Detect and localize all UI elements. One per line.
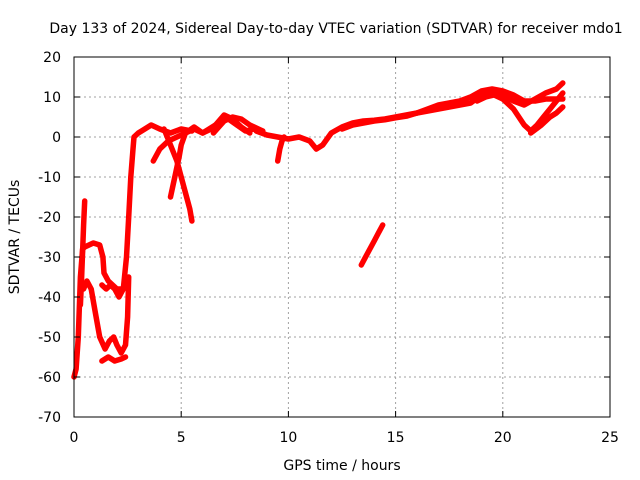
series-track-13 bbox=[274, 134, 287, 164]
y-tick-label: -50 bbox=[38, 330, 61, 346]
y-tick-label: 20 bbox=[43, 50, 61, 66]
series-track-7 bbox=[161, 126, 195, 224]
y-tick-labels: -70 -60 -50 -40 -30 -20 -10 0 10 20 bbox=[38, 50, 61, 426]
chart-title: Day 133 of 2024, Sidereal Day-to-day VTE… bbox=[49, 21, 622, 37]
y-tick-label: 10 bbox=[43, 90, 61, 106]
series-track-12 bbox=[474, 90, 566, 134]
series-track-15 bbox=[358, 222, 386, 268]
data-series bbox=[71, 80, 566, 380]
y-tick-label: -30 bbox=[38, 250, 61, 266]
x-tick-label: 20 bbox=[494, 430, 512, 446]
y-tick-label: -60 bbox=[38, 370, 61, 386]
x-tick-label: 25 bbox=[601, 430, 619, 446]
series-track-3 bbox=[80, 274, 132, 356]
x-tick-label: 0 bbox=[70, 430, 79, 446]
x-tick-label: 5 bbox=[177, 430, 186, 446]
y-tick-label: -40 bbox=[38, 290, 61, 306]
series-track-14 bbox=[527, 104, 566, 136]
x-tick-label: 10 bbox=[279, 430, 297, 446]
series-track-4 bbox=[99, 354, 129, 364]
series-track-2 bbox=[77, 198, 88, 308]
x-axis-label: GPS time / hours bbox=[283, 458, 400, 474]
y-tick-label: -10 bbox=[38, 170, 61, 186]
y-tick-label: -70 bbox=[38, 410, 61, 426]
y-tick-label: 0 bbox=[52, 130, 61, 146]
y-tick-label: -20 bbox=[38, 210, 61, 226]
series-track-5 bbox=[99, 282, 127, 300]
series-track-11 bbox=[339, 80, 566, 132]
axis-ticks bbox=[73, 56, 611, 418]
x-tick-labels: 0 5 10 15 20 25 bbox=[70, 430, 619, 446]
x-tick-label: 15 bbox=[387, 430, 405, 446]
y-axis-label: SDTVAR / TECUs bbox=[7, 180, 23, 295]
plot-frame bbox=[73, 56, 611, 418]
